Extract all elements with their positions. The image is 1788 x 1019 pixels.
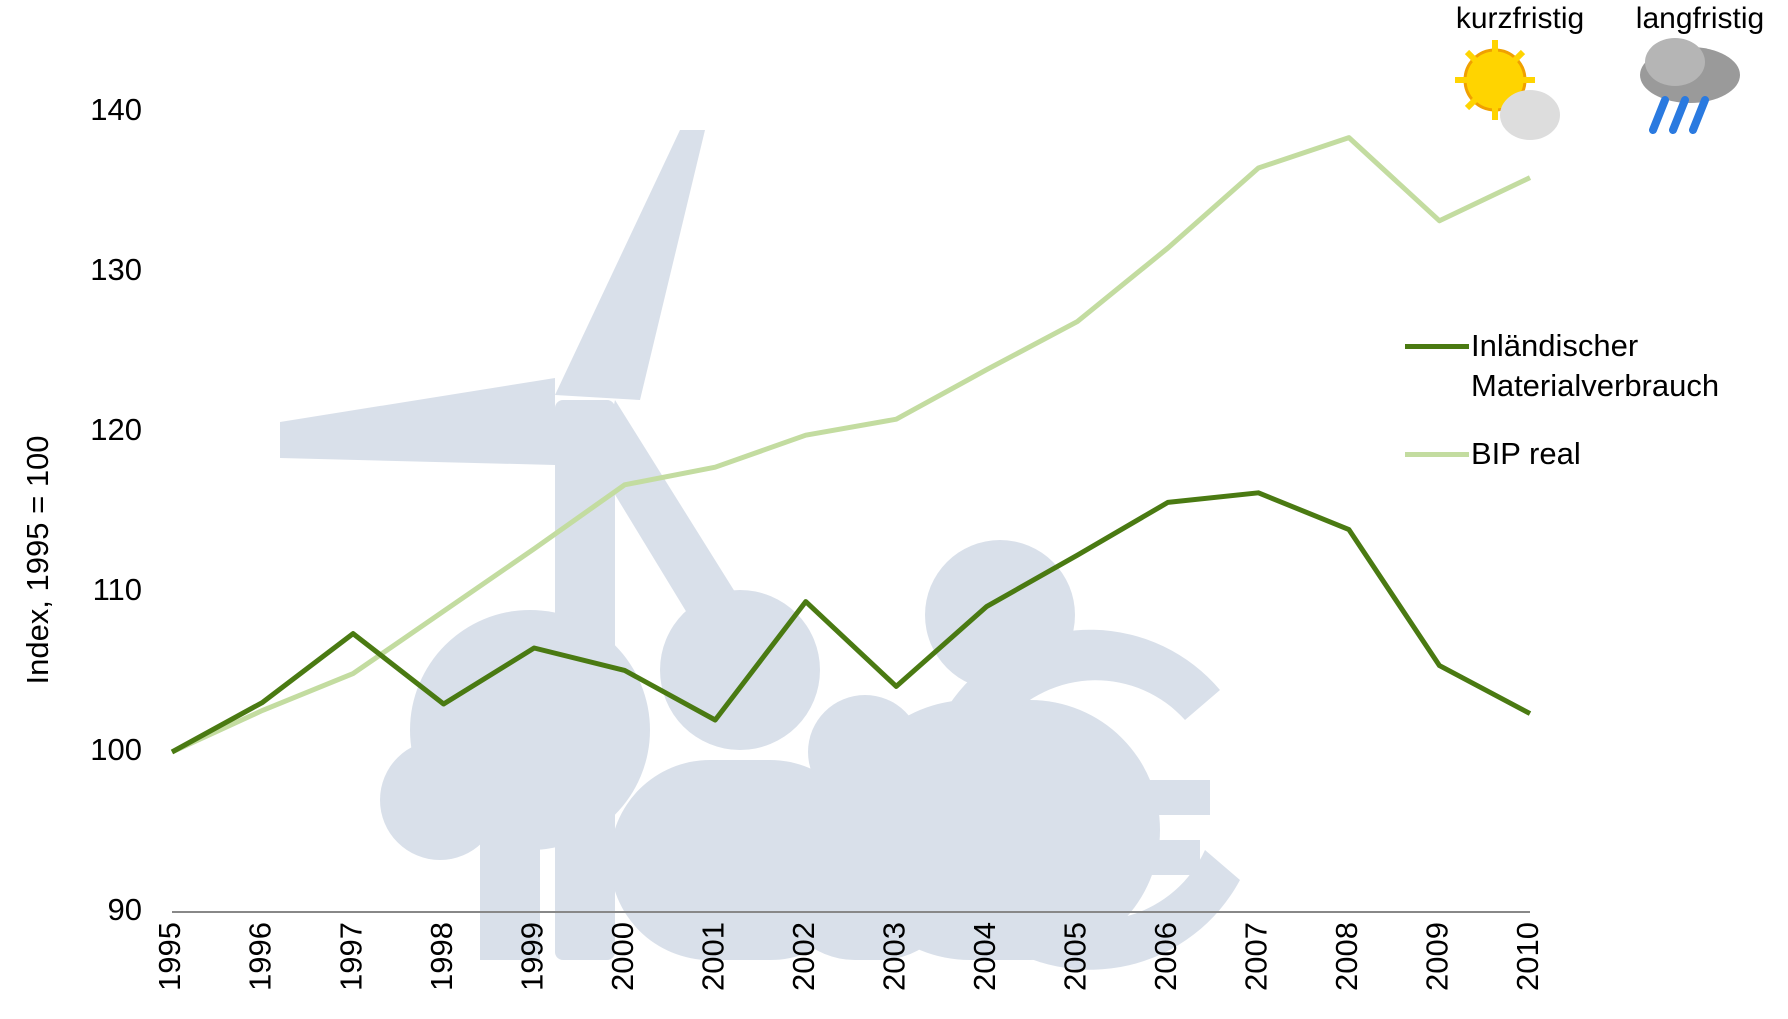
legend-item: Inländischer Materialverbrauch [1405, 326, 1775, 406]
legend-label: Inländischer Materialverbrauch [1471, 326, 1775, 406]
x-tick-label: 2006 [1148, 922, 1183, 991]
x-tick-label: 2001 [695, 922, 730, 991]
y-tick-label: 100 [90, 732, 142, 767]
x-tick-label: 2002 [786, 922, 821, 991]
x-tick-label: 2003 [876, 922, 911, 991]
legend: Inländischer Materialverbrauch BIP real [1405, 326, 1775, 502]
x-tick-label: 1995 [152, 922, 187, 991]
legend-swatch [1405, 344, 1469, 349]
x-tick-label: 2005 [1058, 922, 1093, 991]
x-tick-label: 1997 [333, 922, 368, 991]
legend-swatch [1405, 452, 1469, 457]
x-tick-label: 2007 [1239, 922, 1274, 991]
outlook-short: kurzfristig [1456, 2, 1584, 35]
x-tick-label: 2008 [1329, 922, 1364, 991]
y-axis-title: Index, 1995 = 100 [20, 435, 55, 684]
legend-label: BIP real [1471, 434, 1581, 474]
x-tick-label: 2009 [1420, 922, 1455, 991]
x-tick-label: 1998 [424, 922, 459, 991]
legend-item: BIP real [1405, 434, 1775, 474]
y-tick-label: 130 [90, 252, 142, 287]
y-tick-label: 140 [90, 92, 142, 127]
y-tick-label: 120 [90, 412, 142, 447]
x-tick-label: 1996 [243, 922, 278, 991]
chart: kurzfristig langfristig Index, 1995 = 10… [0, 0, 1788, 1019]
x-tick-label: 2000 [605, 922, 640, 991]
page: kurzfristig langfristig Index, 1995 = 10… [0, 0, 1788, 1019]
outlook-long: langfristig [1636, 2, 1764, 35]
weather-icons [1455, 38, 1740, 140]
background-illustration [280, 130, 1240, 970]
x-tick-label: 1999 [514, 922, 549, 991]
y-tick-label: 90 [108, 892, 142, 927]
x-tick-label: 2010 [1510, 922, 1545, 991]
y-tick-label: 110 [93, 572, 142, 607]
x-tick-label: 2004 [967, 922, 1002, 991]
